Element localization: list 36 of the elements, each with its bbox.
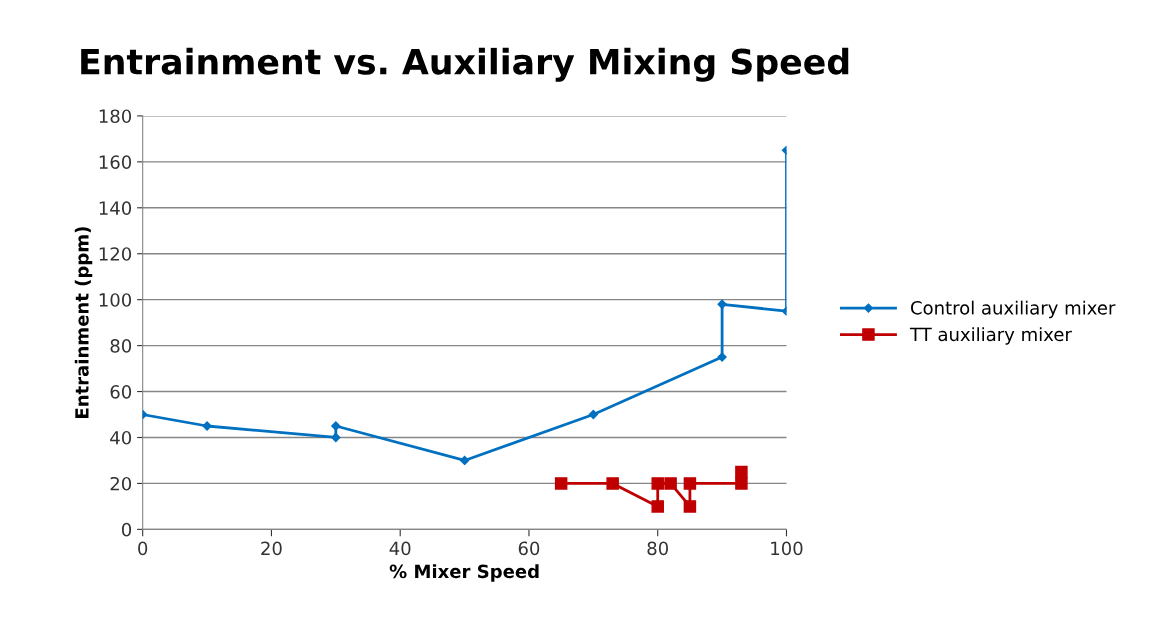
point [735, 477, 748, 490]
x-tick-label: 60 [518, 541, 540, 556]
point [459, 455, 470, 466]
point [651, 500, 664, 513]
legend-label: Control auxiliary mixer [910, 300, 1116, 319]
point [606, 477, 619, 490]
point [651, 477, 664, 490]
x-tick-label: 20 [261, 541, 282, 556]
y-tick-label: 140 [99, 201, 132, 215]
y-tick-label: 120 [99, 247, 132, 261]
y-tick-label: 80 [110, 339, 132, 353]
point [664, 477, 677, 490]
point [554, 477, 568, 490]
x-axis-title: % Mixer Speed [389, 564, 539, 582]
chart-title: Entrainment vs. Auxiliary Mixing Speed [81, 47, 849, 82]
point [588, 409, 598, 420]
y-axis-title: Entrainment (ppm) [74, 227, 93, 418]
x-tick-label: 40 [389, 541, 411, 556]
y-tick-label: 160 [99, 155, 132, 169]
y-tick-label: 0 [121, 522, 132, 537]
y-tick-label: 40 [110, 430, 132, 445]
y-tick-label: 60 [110, 385, 132, 399]
point [683, 500, 697, 513]
point [331, 432, 341, 443]
y-tick-label: 20 [110, 476, 132, 491]
point [735, 465, 748, 479]
x-tick-label: 80 [647, 541, 669, 556]
point [683, 477, 697, 490]
x-tick-label: 0 [138, 541, 148, 556]
x-tick-label: 100 [771, 541, 803, 556]
legend-label: TT auxiliary mixer [909, 327, 1072, 345]
point [717, 299, 727, 309]
point [717, 352, 727, 362]
point [331, 421, 341, 431]
y-tick-label: 100 [99, 293, 132, 307]
y-tick-label: 180 [99, 109, 132, 124]
